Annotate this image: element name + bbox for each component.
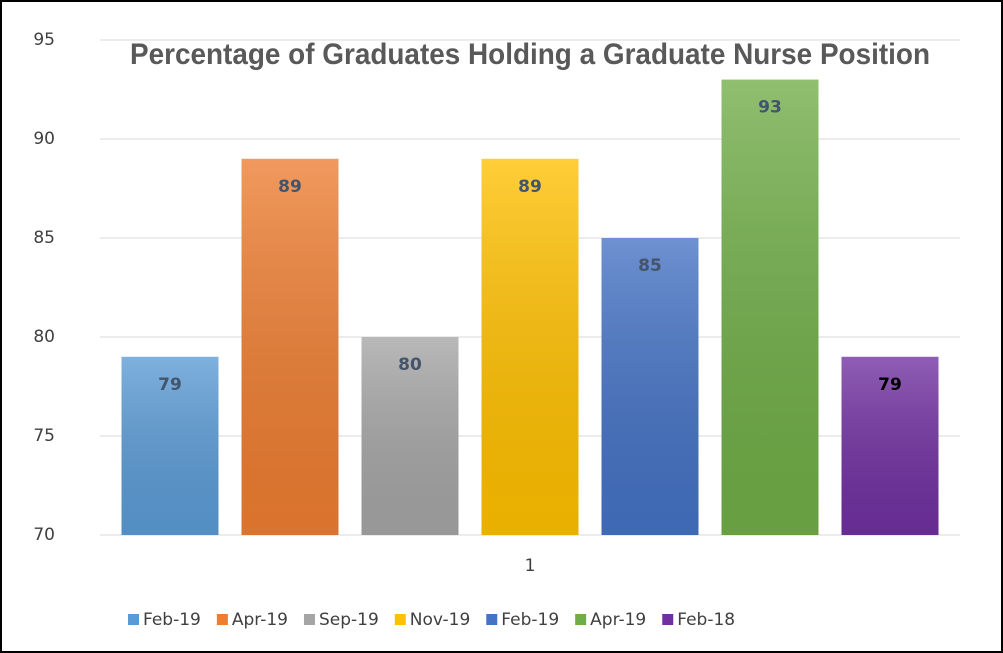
y-tick-label: 95: [33, 30, 55, 50]
data-label: 89: [518, 177, 542, 197]
bar-shade: [121, 356, 219, 535]
bar-shade: [481, 158, 579, 536]
bar-shade: [241, 158, 339, 536]
data-label: 79: [878, 375, 902, 395]
data-label: 93: [758, 98, 782, 118]
bar-shade: [361, 337, 459, 535]
legend-swatch: [216, 614, 228, 625]
data-label: 85: [638, 256, 662, 276]
bars: 1 79 89 80 89 85 93 79: [121, 79, 939, 576]
y-tick-label: 70: [33, 525, 55, 545]
legend-label: Feb-19: [143, 610, 201, 630]
y-tick-label: 75: [33, 426, 55, 446]
chart-title: Percentage of Graduates Holding a Gradua…: [130, 38, 930, 71]
legend-swatch: [303, 614, 315, 625]
bar-shade: [841, 356, 939, 535]
legend: Feb-19 Apr-19 Sep-19 Nov-19 Feb-19 Apr-19 Feb-…: [128, 610, 735, 630]
legend-label: Feb-19: [501, 610, 559, 630]
legend-swatch: [128, 614, 139, 625]
legend-label: Sep-19: [319, 610, 379, 630]
legend-swatch: [394, 614, 406, 625]
data-label: 79: [158, 375, 182, 395]
legend-label: Feb-18: [677, 610, 735, 630]
bar-shade: [721, 79, 819, 535]
legend-swatch: [486, 614, 498, 625]
legend-label: Apr-19: [590, 610, 646, 630]
legend-label: Nov-19: [410, 610, 471, 630]
bar-shade: [601, 238, 699, 535]
data-label: 80: [398, 355, 422, 375]
legend-label: Apr-19: [232, 610, 288, 630]
legend-swatch: [575, 614, 587, 625]
y-tick-label: 90: [33, 129, 55, 149]
y-tick-label: 80: [33, 327, 55, 347]
data-label: 89: [278, 177, 302, 197]
y-tick-label: 85: [33, 228, 55, 248]
x-tick-label: 1: [525, 556, 536, 576]
legend-swatch: [662, 614, 674, 625]
